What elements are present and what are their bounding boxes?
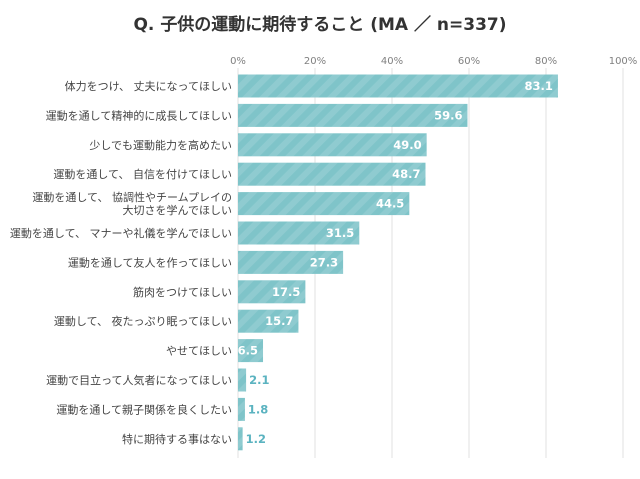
bar-value-label: 49.0: [393, 138, 421, 152]
category-label: 少しでも運動能力を高めたい: [89, 138, 232, 152]
x-tick-label: 40%: [381, 56, 403, 67]
bar-texture: [238, 397, 245, 421]
chart-title: Q. 子供の運動に期待すること (MA ／ n=337): [133, 15, 507, 35]
x-tick-label: 60%: [458, 56, 480, 67]
bar-value-label: 1.2: [246, 432, 266, 446]
bar-value-label: 27.3: [310, 255, 338, 269]
bar-texture: [238, 339, 264, 363]
bar-texture: [238, 103, 468, 127]
category-label: 体力をつけ、 丈夫になってほしい: [65, 79, 232, 93]
bar-value-label: 83.1: [525, 79, 553, 93]
bar-texture: [238, 309, 299, 333]
bar-value-label: 44.5: [376, 197, 404, 211]
bar-value-label: 48.7: [392, 167, 420, 181]
bar-value-label: 59.6: [434, 108, 462, 122]
bar-value-label: 6.5: [238, 344, 258, 358]
bar-texture: [238, 368, 247, 392]
category-label: やせてほしい: [166, 345, 232, 358]
bar-texture: [238, 250, 344, 274]
category-label: 運動を通して精神的に成長してほしい: [46, 108, 232, 122]
category-label: 筋肉をつけてほしい: [133, 285, 232, 299]
bar-texture: [238, 74, 558, 98]
category-label: 運動で目立って人気者になってほしい: [46, 373, 232, 387]
x-tick-label: 20%: [304, 56, 326, 67]
bar-texture: [238, 221, 360, 245]
category-label: 運動を通して、 自信を付けてほしい: [53, 167, 232, 181]
bar-value-label: 17.5: [272, 285, 300, 299]
bar-texture: [238, 427, 243, 451]
bar-value-label: 31.5: [326, 226, 354, 240]
category-label: 運動して、 夜たっぷり眠ってほしい: [54, 314, 232, 328]
bar-value-label: 2.1: [249, 373, 269, 387]
bar-texture: [238, 133, 427, 157]
x-tick-label: 0%: [230, 56, 246, 67]
category-label: 運動を通して友人を作ってほしい: [68, 255, 232, 269]
category-label: 運動を通して、 マナーや礼儀を学んでほしい: [10, 226, 232, 240]
bar-value-label: 1.8: [248, 402, 268, 416]
bar-texture: [238, 192, 410, 216]
category-label: 運動を通して、 協調性やチームプレイの: [32, 190, 232, 204]
category-label: 大切さを学んでほしい: [123, 203, 232, 217]
bar-texture: [238, 280, 306, 304]
category-label: 特に期待する事はない: [122, 432, 232, 446]
bar-value-label: 15.7: [265, 314, 293, 328]
category-label: 運動を通して親子関係を良くしたい: [56, 402, 232, 416]
x-tick-label: 100%: [609, 56, 638, 67]
bar-texture: [238, 162, 426, 186]
x-tick-label: 80%: [535, 56, 557, 67]
